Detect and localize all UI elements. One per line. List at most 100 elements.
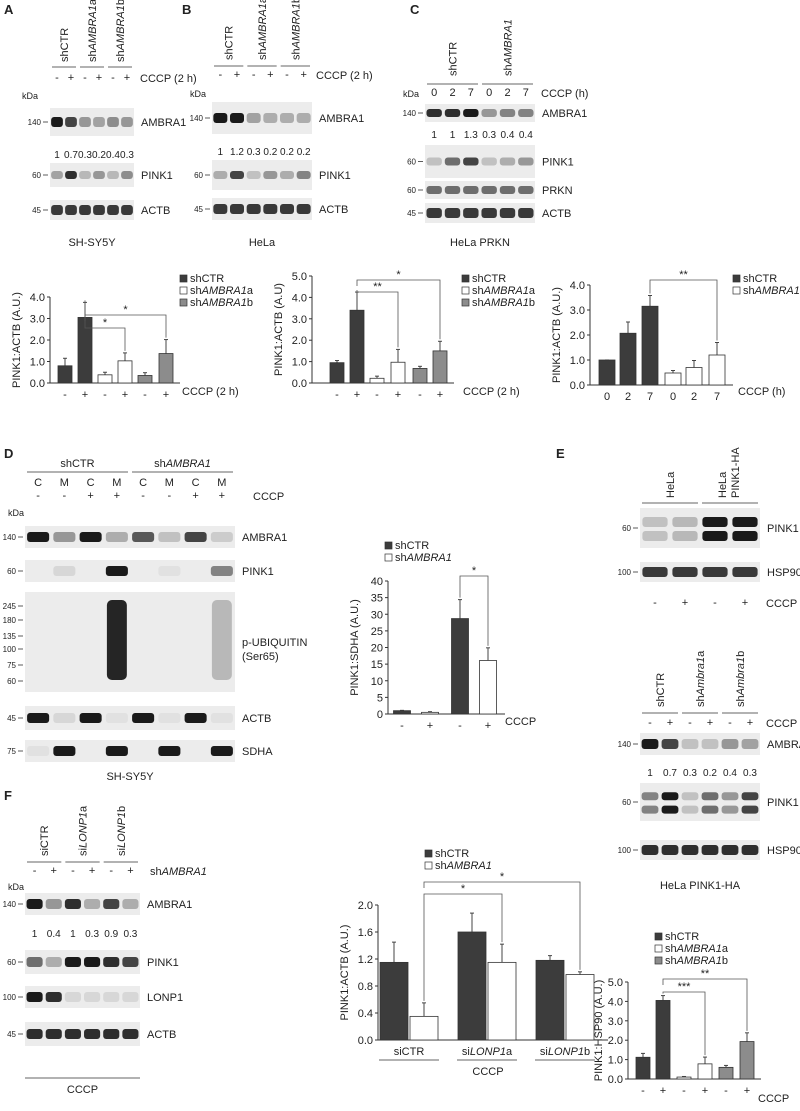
kda-marker: 60 [7,958,16,967]
band [721,845,739,855]
text-part: si [116,848,128,856]
band [444,157,461,166]
x-tick-label: - [400,720,404,732]
blot-background [425,181,535,199]
blot-sdha [25,740,235,762]
x-tick-label: - [143,389,147,401]
significance-label: * [123,304,128,316]
treatment-sign: + [89,865,95,877]
band [481,157,497,166]
band [45,1029,62,1039]
band [103,899,120,909]
band [64,957,81,967]
treatment-sign: + [267,69,273,81]
significance-label: * [103,317,108,329]
band [499,208,516,218]
legend-label: shCTR [665,931,699,943]
footer-label: CCCP [67,1084,98,1096]
text-part: b [116,806,128,812]
treatment-label: CCCP [253,491,284,503]
treatment-sign: - [109,865,113,877]
band [84,957,101,967]
significance-label: * [461,883,466,895]
kda-label: kDa [22,91,38,101]
kda-label: kDa [403,89,419,99]
quantification-value: 0.3 [78,150,92,161]
band [107,117,119,127]
bar [137,375,153,384]
band [642,567,668,577]
gene-name: AMBRA1 [161,866,207,878]
treatment-sign: + [300,69,306,81]
band [230,171,244,179]
text-part: b [529,297,535,309]
smear [211,600,232,680]
band [702,531,728,541]
kda-marker: 140 [403,109,417,118]
quantification-value: 0.4 [106,150,120,161]
blot-pink1 [640,508,760,548]
band [444,109,461,117]
significance-bracket [662,978,748,1031]
band [518,208,534,218]
significance-bracket [356,279,441,340]
band [121,171,133,179]
blot-background [212,198,312,220]
band [105,746,128,756]
band [105,566,128,576]
kda-marker: 140 [3,900,17,909]
text-part: sh [735,695,747,707]
significance-bracket [84,300,126,351]
blot-ambra1 [50,108,134,136]
bar-chart-f: 0.0 0.4 0.8 1.2 1.6 2.0 PINK1:ACTB (A.U.) siCTR… [339,848,608,1078]
bar [97,374,113,384]
cell-line-label: HeLa PINK1-HA [660,880,741,892]
x-tick-label: + [437,389,443,401]
band [481,208,497,218]
protein-label: AMBRA1 [542,108,587,120]
smear [106,600,127,680]
band [103,1029,120,1039]
protein-label: AMBRA1 [767,739,800,751]
band [122,957,139,967]
band [65,205,77,215]
quantification-value: 1 [647,768,653,779]
band [701,805,719,814]
band [741,845,759,855]
y-tick-label: 10 [371,676,383,688]
y-tick-label: 0.0 [570,380,585,392]
band [641,845,659,855]
gene-name: AMBRA1 [483,285,529,297]
quantification-value: 1 [431,130,437,141]
bar [676,1076,692,1080]
text-part: b [247,297,253,309]
text-part: b [290,0,302,3]
cell-line-label: HeLa [249,237,276,249]
bar-chart-d: 0 5 10 15 20 25 30 35 40 PINK1:SDHA (A.U.) - + - + CCC… [349,540,536,732]
text-part: sh [257,48,269,60]
band [701,739,719,749]
quantification-value: 0.2 [703,768,717,779]
treatment-sign: - [713,597,717,609]
blot-background [25,1022,140,1046]
treatment-label: CCCP [766,598,797,610]
protein-label: PRKN [542,185,573,197]
panel-label-c: C [410,2,420,17]
band [296,171,311,179]
bar [432,350,448,384]
y-tick-label: 1.0 [570,355,585,367]
band [65,171,77,179]
kda-label: kDa [8,882,24,892]
text-part: sh [503,64,515,76]
bar [329,362,345,384]
band [158,566,181,576]
x-tick-label: + [122,389,128,401]
treatment-sign: - [55,72,59,84]
band [518,157,534,166]
band [642,531,668,541]
blot-ambra1 [640,733,760,755]
band [701,845,719,855]
band [64,899,81,909]
bar [457,931,487,1041]
kda-marker: 60 [7,677,16,686]
